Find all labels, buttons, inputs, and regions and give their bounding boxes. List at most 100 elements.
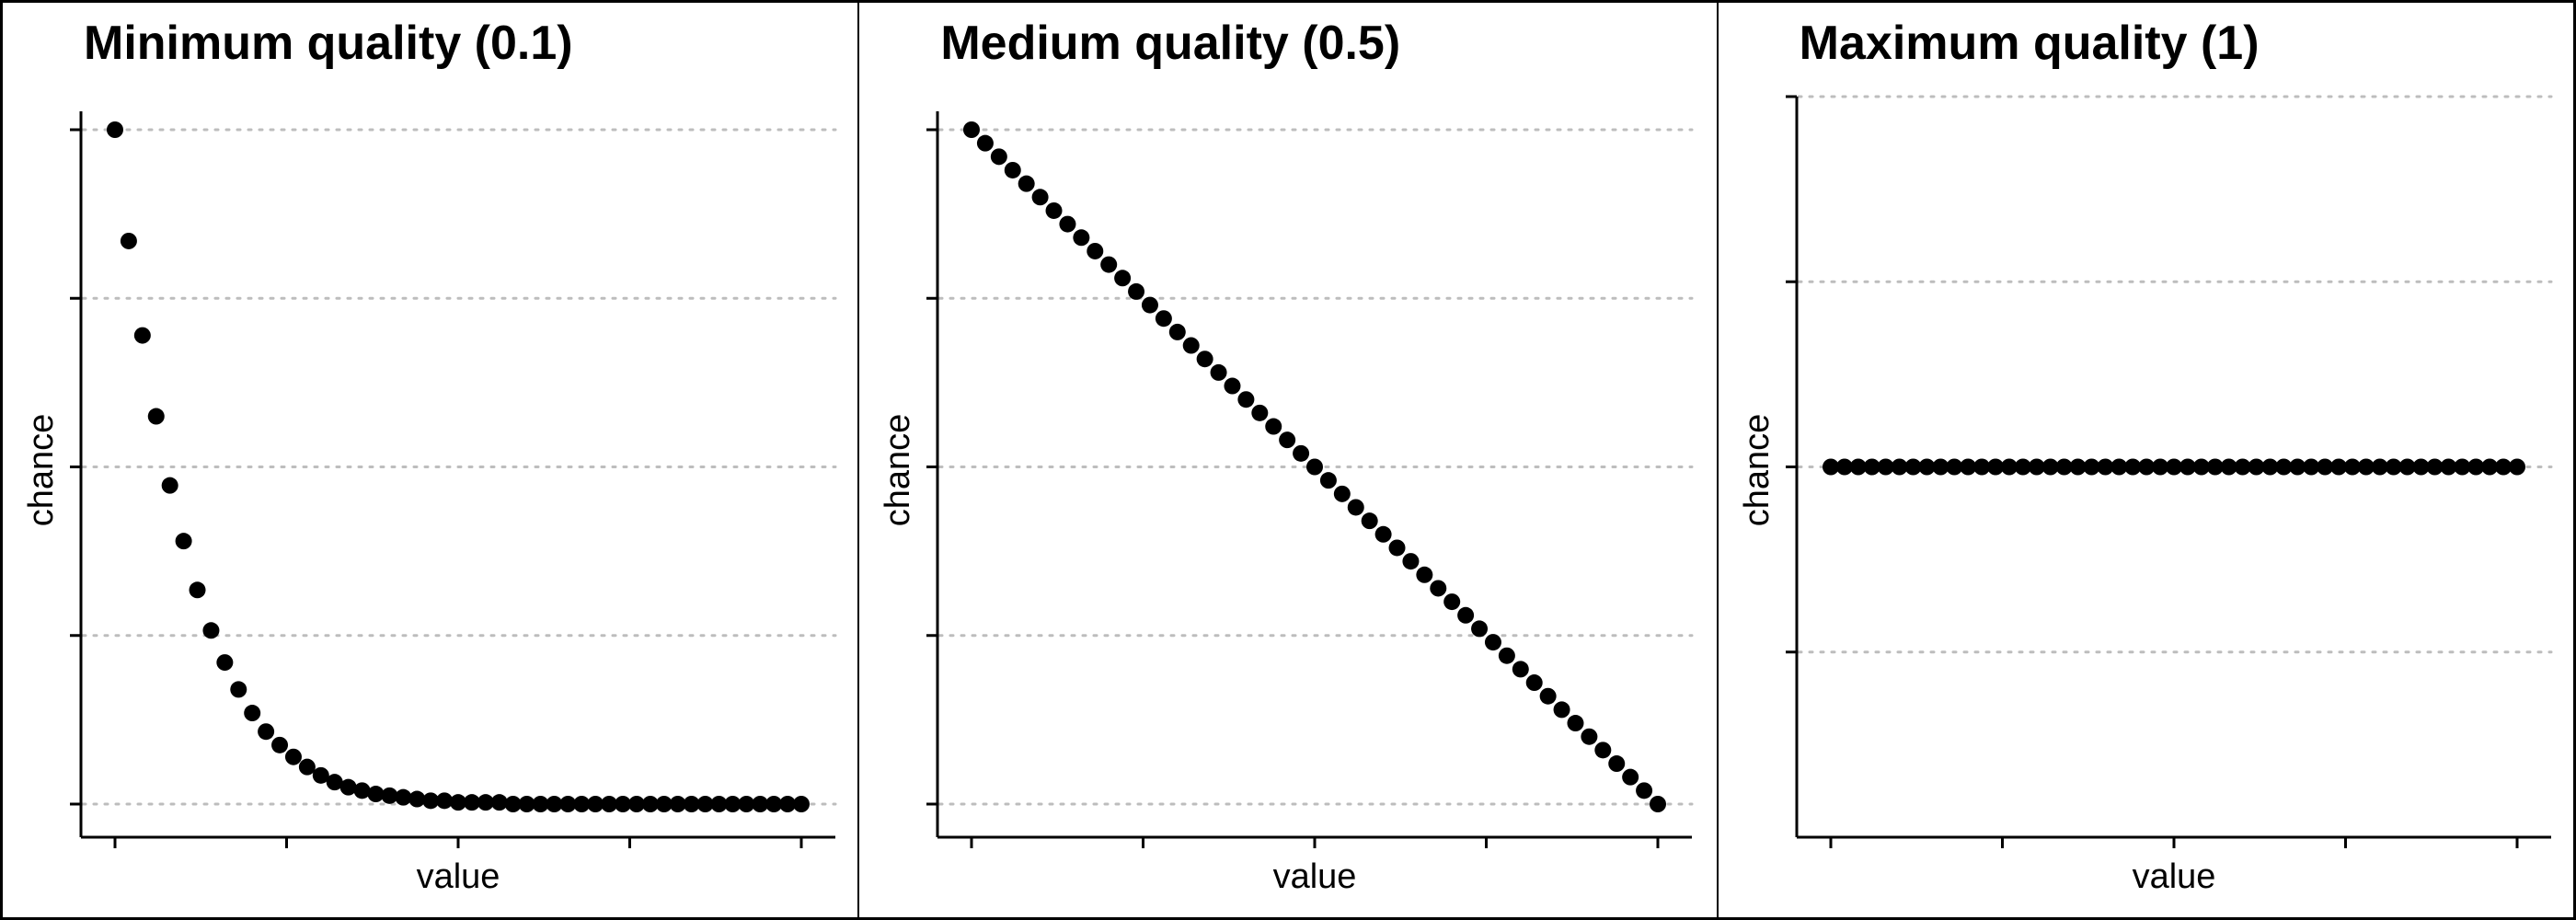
data-point (339, 778, 357, 796)
data-point (1183, 337, 1201, 354)
data-point (1416, 566, 1433, 583)
data-point (1904, 458, 1922, 476)
data-point (477, 794, 494, 811)
data-point (2288, 458, 2306, 476)
scatter-plot-minimum: value chance (22, 111, 837, 896)
y-axis-label: chance (879, 414, 917, 527)
data-point (1237, 391, 1255, 408)
data-point (147, 408, 165, 425)
data-point (1457, 606, 1475, 624)
data-point (1539, 687, 1557, 705)
data-point (2151, 458, 2168, 476)
data-point (1142, 296, 1159, 314)
data-point (1293, 444, 1310, 462)
data-point (1320, 472, 1338, 489)
data-point (1430, 580, 1447, 597)
x-axis-label: value (1273, 857, 1357, 896)
data-point (2440, 458, 2457, 476)
data-points (107, 121, 810, 812)
data-point (2467, 458, 2484, 476)
data-point (1932, 458, 1949, 476)
data-point (244, 705, 261, 722)
data-point (1087, 242, 1104, 259)
data-point (1100, 256, 1118, 273)
data-point (1526, 674, 1544, 692)
data-point (2192, 458, 2210, 476)
data-point (1362, 512, 1379, 530)
data-point (504, 796, 522, 812)
data-point (258, 723, 275, 741)
data-point (2041, 458, 2059, 476)
data-point (1196, 351, 1213, 368)
data-point (161, 477, 178, 494)
data-point (1224, 377, 1241, 395)
data-point (1485, 634, 1502, 651)
x-axis-label: value (417, 857, 500, 896)
data-point (1877, 458, 1894, 476)
data-point (2097, 458, 2114, 476)
scatter-plot-maximum: value chance (1738, 95, 2553, 896)
data-point (1169, 323, 1187, 340)
data-point (765, 796, 783, 812)
x-axis-label: value (2132, 857, 2215, 896)
data-point (641, 796, 659, 812)
data-point (2123, 458, 2141, 476)
x-ticks (1829, 837, 2519, 848)
data-point (298, 758, 316, 776)
data-point (189, 581, 206, 599)
data-point (1499, 647, 1516, 664)
data-point (2234, 458, 2251, 476)
data-point (284, 748, 302, 765)
data-point (1567, 715, 1584, 732)
data-point (696, 796, 714, 812)
panel-title: Maximum quality (1) (1799, 17, 2260, 70)
data-point (573, 796, 591, 812)
panel-minimum-quality: Minimum quality (0.1) value chance (0, 0, 859, 920)
data-point (977, 134, 995, 152)
data-point (1156, 310, 1173, 328)
data-point (2083, 458, 2100, 476)
data-point (1863, 458, 1880, 476)
y-ticks (1785, 95, 1797, 654)
data-point (312, 766, 329, 784)
data-point (1251, 404, 1269, 421)
data-point (1512, 661, 1530, 678)
data-point (2028, 458, 2045, 476)
data-point (1334, 485, 1351, 502)
data-point (1608, 755, 1626, 773)
data-point (1402, 553, 1420, 570)
data-point (1073, 229, 1090, 247)
data-point (793, 796, 810, 812)
data-point (1045, 201, 1063, 219)
data-point (120, 232, 137, 249)
y-ticks (926, 128, 938, 806)
data-point (490, 794, 508, 811)
data-point (683, 796, 700, 812)
data-point (1471, 620, 1489, 638)
data-point (724, 796, 742, 812)
data-point (422, 792, 440, 810)
data-point (518, 796, 535, 812)
data-point (107, 121, 123, 138)
data-point (2316, 458, 2333, 476)
gridlines (1797, 95, 2553, 654)
data-point (1835, 458, 1853, 476)
data-point (463, 794, 480, 811)
data-point (1636, 782, 1653, 799)
data-points (963, 121, 1667, 812)
data-point (1265, 418, 1282, 435)
data-point (216, 654, 234, 672)
data-point (1306, 458, 1324, 476)
panel-medium-quality: Medium quality (0.5) value chance (858, 0, 1718, 920)
data-point (963, 121, 981, 138)
data-point (1018, 175, 1036, 192)
data-point (2343, 458, 2361, 476)
data-point (1128, 282, 1145, 300)
data-point (2385, 458, 2402, 476)
x-ticks (970, 837, 1660, 848)
data-point (601, 796, 618, 812)
data-point (669, 796, 686, 812)
data-point (532, 796, 549, 812)
data-point (2453, 458, 2470, 476)
data-point (2220, 458, 2237, 476)
